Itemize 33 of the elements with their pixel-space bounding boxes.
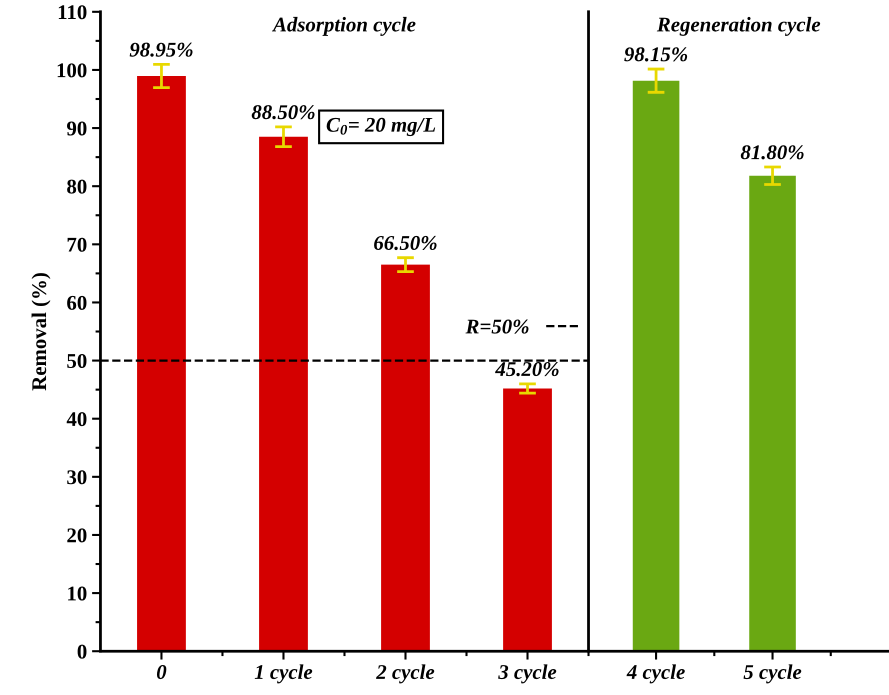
data-label: 98.95% bbox=[130, 42, 193, 57]
x-tick-label: 5 cycle bbox=[744, 664, 802, 684]
y-tick-label: 30 bbox=[67, 470, 86, 484]
x-tick-label: 3 cycle bbox=[498, 664, 556, 684]
data-label: 88.50% bbox=[252, 105, 315, 120]
x-tick-label: 2 cycle bbox=[376, 664, 434, 684]
data-label: 45.20% bbox=[495, 362, 559, 376]
annotation: C$_{0}$= 20 mg/L bbox=[326, 118, 436, 136]
chart-title: Regeneration cycle bbox=[656, 16, 820, 36]
bar bbox=[259, 136, 308, 652]
y-tick-label: 50 bbox=[67, 354, 86, 368]
bar bbox=[137, 76, 186, 652]
y-tick-label: 100 bbox=[58, 63, 86, 78]
y-tick-label: 10 bbox=[68, 586, 86, 601]
y-tick-label: 80 bbox=[67, 180, 86, 194]
x-tick-label: 4 cycle bbox=[626, 664, 685, 684]
y-tick-label: 0 bbox=[78, 644, 86, 659]
x-tick-label: 0 bbox=[156, 665, 166, 680]
data-label: 98.15% bbox=[624, 47, 688, 62]
y-tick-label: 40 bbox=[66, 412, 86, 426]
bar bbox=[381, 264, 430, 652]
y-tick-label: 70 bbox=[68, 238, 86, 252]
data-label: 81.80% bbox=[740, 145, 804, 160]
y-axis-title: Removal (%) bbox=[32, 273, 50, 390]
bar bbox=[503, 388, 552, 652]
data-label: 66.50% bbox=[374, 236, 437, 250]
x-tick-label: 1 cycle bbox=[254, 664, 312, 684]
chart-title: Adsorption cycle bbox=[272, 16, 416, 36]
y-tick-label: 20 bbox=[67, 528, 86, 542]
legend-label: R=50% bbox=[466, 320, 528, 334]
y-tick-label: 110 bbox=[58, 5, 86, 20]
y-tick-label: 60 bbox=[67, 296, 86, 310]
y-tick-label: 90 bbox=[67, 121, 86, 136]
